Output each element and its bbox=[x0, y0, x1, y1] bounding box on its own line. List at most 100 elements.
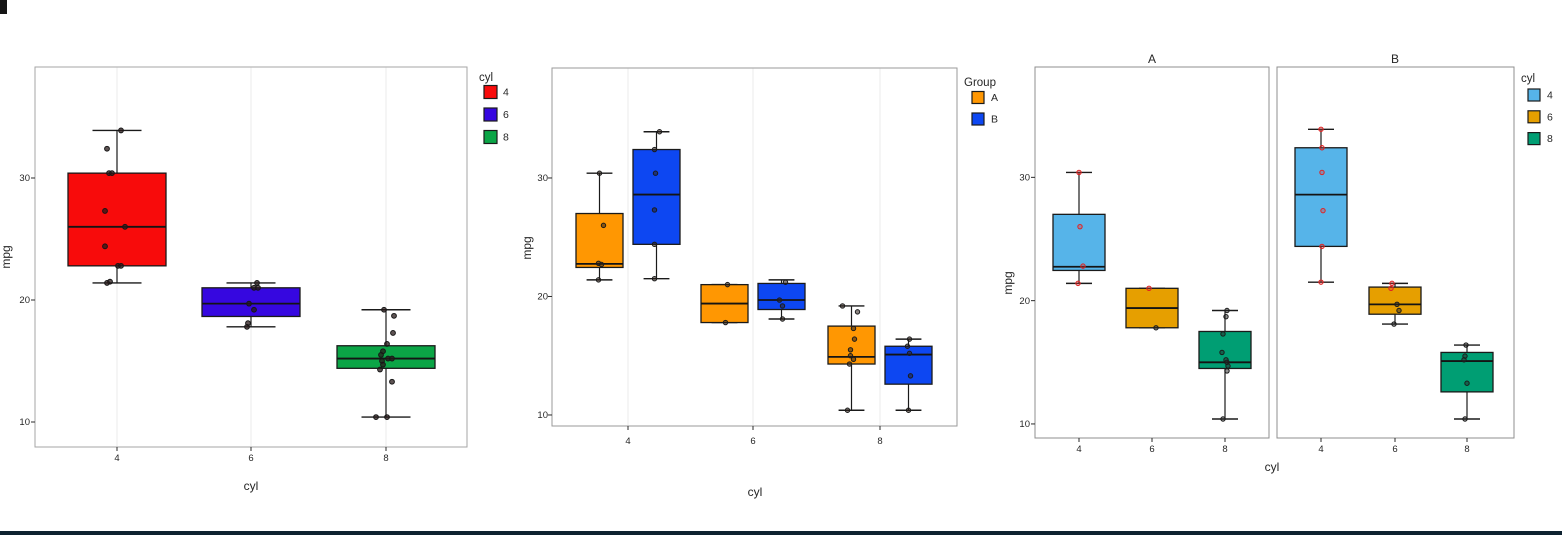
chart1-box-cyl-4 bbox=[67, 172, 167, 267]
jitter-point bbox=[1080, 263, 1086, 269]
x-tick-label: 4 bbox=[114, 453, 119, 464]
jitter-point bbox=[255, 284, 261, 291]
chart3-box-cyl-8 bbox=[1440, 351, 1494, 393]
chart3-legend-item-label: 8 bbox=[1547, 133, 1553, 145]
jitter-point bbox=[652, 170, 659, 176]
y-tick-label: 10 bbox=[537, 410, 548, 421]
jitter-point bbox=[251, 306, 257, 313]
jitter-point bbox=[779, 316, 786, 322]
jitter-point bbox=[1319, 145, 1325, 151]
jitter-point bbox=[651, 275, 658, 282]
jitter-point bbox=[246, 300, 252, 307]
chart3-legend-swatch-6 bbox=[1527, 110, 1541, 124]
jitter-point bbox=[1461, 357, 1467, 363]
y-tick-label: 20 bbox=[1019, 296, 1030, 307]
y-tick-label: 10 bbox=[1019, 419, 1030, 430]
chart1-legend-swatch-4 bbox=[483, 84, 498, 100]
jitter-point bbox=[839, 303, 846, 309]
jitter-point bbox=[384, 414, 390, 421]
jitter-point bbox=[104, 145, 110, 152]
x-tick-label: 6 bbox=[248, 453, 253, 464]
x-tick-label: 8 bbox=[383, 453, 388, 464]
jitter-point bbox=[1463, 342, 1469, 348]
chart3-legend-swatch-8 bbox=[1527, 132, 1541, 146]
x-tick-label: 4 bbox=[625, 436, 630, 447]
corner-mark bbox=[0, 0, 7, 14]
jitter-point bbox=[1223, 313, 1229, 320]
jitter-point bbox=[904, 343, 911, 349]
x-tick-label: 8 bbox=[1464, 444, 1469, 455]
chart2-legend-item-label: B bbox=[991, 114, 998, 126]
chart3-legend-swatch-4 bbox=[1527, 88, 1541, 102]
y-tick-label: 30 bbox=[1019, 173, 1030, 184]
jitter-point bbox=[109, 170, 115, 177]
chart1-y-axis-label: mpg bbox=[0, 245, 13, 268]
jitter-point bbox=[389, 378, 395, 385]
jitter-point bbox=[906, 336, 913, 342]
jitter-point bbox=[384, 341, 390, 347]
x-tick-label: 6 bbox=[1392, 444, 1397, 455]
chart1-legend-title: cyl bbox=[479, 72, 493, 84]
jitter-point bbox=[850, 356, 857, 362]
chart1-legend-swatch-8 bbox=[483, 129, 498, 145]
jitter-point bbox=[851, 336, 858, 342]
jitter-point bbox=[118, 262, 124, 269]
jitter-point bbox=[104, 280, 110, 286]
jitter-point bbox=[1225, 363, 1231, 369]
jitter-point bbox=[1219, 349, 1225, 356]
chart3-box-cyl-4 bbox=[1294, 147, 1348, 248]
x-tick-label: 4 bbox=[1318, 444, 1323, 455]
jitter-point bbox=[1391, 321, 1397, 327]
jitter-point bbox=[596, 170, 603, 176]
jitter-point bbox=[850, 325, 857, 332]
jitter-point bbox=[651, 146, 658, 153]
chart2-box-cyl-4-B bbox=[632, 148, 681, 245]
jitter-point bbox=[776, 297, 783, 303]
jitter-point bbox=[1464, 380, 1470, 386]
chart3-legend-item-label: 4 bbox=[1547, 90, 1553, 102]
y-tick-label: 10 bbox=[19, 417, 30, 428]
jitter-point bbox=[244, 323, 250, 330]
chart1-legend-item-label: 4 bbox=[503, 87, 509, 99]
chart2-legend-swatch-B bbox=[971, 112, 985, 126]
jitter-point bbox=[373, 414, 379, 421]
jitter-point bbox=[254, 280, 260, 286]
jitter-point bbox=[595, 277, 602, 283]
jitter-point bbox=[391, 312, 397, 319]
jitter-point bbox=[651, 241, 658, 248]
jitter-point bbox=[1220, 331, 1226, 337]
x-tick-label: 4 bbox=[1076, 444, 1081, 455]
chart3-legend-item-label: 6 bbox=[1547, 111, 1553, 123]
chart1-legend-item-label: 8 bbox=[503, 132, 509, 144]
facet-title-B: B bbox=[1391, 52, 1399, 66]
jitter-point bbox=[600, 222, 607, 229]
chart1-legend-swatch-6 bbox=[483, 107, 498, 122]
jitter-point bbox=[651, 207, 658, 213]
jitter-point bbox=[1319, 243, 1325, 250]
jitter-point bbox=[1388, 285, 1394, 292]
x-tick-label: 6 bbox=[1149, 444, 1154, 455]
jitter-point bbox=[906, 350, 913, 357]
chart2-x-axis-label: cyl bbox=[748, 485, 763, 499]
jitter-point bbox=[102, 243, 108, 250]
jitter-point bbox=[390, 330, 396, 336]
jitter-point bbox=[1075, 280, 1081, 287]
y-tick-label: 20 bbox=[19, 295, 30, 306]
jitter-point bbox=[1224, 368, 1230, 374]
y-tick-label: 30 bbox=[19, 173, 30, 184]
chart2-legend-swatch-A bbox=[971, 90, 985, 105]
jitter-point bbox=[656, 129, 663, 135]
chart1-x-axis-label: cyl bbox=[244, 479, 259, 493]
jitter-point bbox=[1462, 416, 1468, 422]
jitter-point bbox=[854, 309, 861, 315]
jitter-point bbox=[1394, 301, 1400, 308]
jitter-point bbox=[1389, 280, 1395, 287]
jitter-point bbox=[1396, 307, 1402, 314]
chart2-box-cyl-4-A bbox=[575, 212, 624, 269]
jitter-point bbox=[1220, 416, 1226, 422]
jitter-point bbox=[905, 407, 912, 413]
jitter-point bbox=[389, 355, 395, 362]
jitter-point bbox=[722, 319, 729, 326]
chart3-box-cyl-4 bbox=[1052, 213, 1106, 272]
